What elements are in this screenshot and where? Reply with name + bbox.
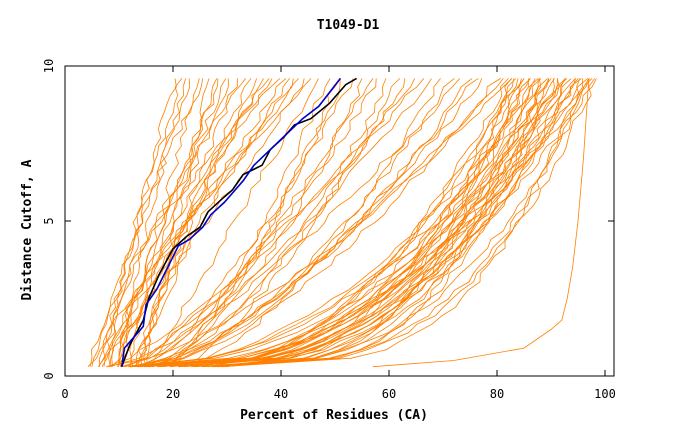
bundle-curve [203, 78, 590, 368]
bundle-curve [120, 78, 377, 368]
bundle-curve [107, 78, 177, 367]
highlight-curves [120, 77, 357, 367]
bundle-curve [148, 78, 406, 368]
bundle-curve [178, 78, 555, 368]
bundle-curve [120, 78, 572, 368]
chart-title: T1049-D1 [317, 18, 380, 33]
x-axis-label: Percent of Residues (CA) [240, 408, 428, 423]
bundle-curve [101, 78, 312, 367]
bundle-curve [191, 78, 589, 368]
bundle-curve [116, 78, 218, 367]
bundle-curve [106, 78, 416, 368]
bundle-curve [143, 78, 517, 368]
bundle-curve [122, 78, 425, 368]
y-axis-ticks: 0 5 10 [42, 59, 614, 380]
bundle-curve [135, 78, 294, 367]
bundle-curve [152, 78, 501, 368]
bundle-curve [169, 78, 513, 368]
x-tick-label: 40 [274, 387, 288, 401]
bundle-curve [145, 78, 473, 368]
bundle-curve [102, 78, 183, 367]
bundle-curve [131, 78, 550, 368]
bundle-curve [138, 78, 387, 368]
bundle-curve [181, 78, 401, 368]
bundle-curve [221, 78, 581, 368]
plot-frame [64, 65, 615, 377]
bundle-curve [213, 78, 576, 368]
bundle-curve [213, 78, 593, 368]
bundle-curve [191, 78, 597, 368]
bundle-curve [159, 78, 539, 368]
bundle-curve [135, 78, 363, 368]
y-tick-label: 10 [42, 59, 56, 73]
bundle-curve [109, 78, 461, 368]
bundle-curve [141, 78, 341, 368]
bundle-curve [207, 78, 515, 368]
bundle-curve [118, 78, 227, 367]
bundle-curve [137, 78, 432, 368]
curve-bundle [87, 78, 597, 368]
bundle-curve [138, 78, 290, 367]
x-tick-label: 20 [166, 387, 180, 401]
bundle-curve [179, 78, 519, 368]
bundle-curve [150, 78, 319, 367]
y-axis-label: Distance Cutoff, A [20, 159, 35, 300]
bundle-curve [89, 78, 281, 367]
bundle-curve [149, 78, 590, 368]
x-axis-ticks: 0 20 40 60 80 100 [61, 66, 616, 401]
x-tick-label: 100 [594, 387, 616, 401]
bundle-curve [91, 78, 204, 367]
bundle-curve [130, 78, 579, 368]
bundle-curve [195, 78, 582, 368]
x-tick-label: 0 [61, 387, 68, 401]
bundle-curve [99, 78, 247, 367]
bundle-curve [87, 78, 299, 367]
y-tick-label: 0 [42, 372, 56, 379]
bundle-curve [195, 78, 542, 368]
bundle-curve [124, 78, 354, 368]
bundle-curve [201, 78, 539, 368]
bundle-curve [178, 78, 441, 368]
bundle-curve [111, 78, 264, 367]
bundle-curve [144, 78, 548, 368]
bundle-curve [144, 78, 483, 368]
bundle-curve-outlier [372, 78, 590, 368]
bundle-curve [140, 78, 374, 368]
bundle-curve [139, 78, 542, 368]
bundle-curve [118, 78, 219, 367]
bundle-curve [137, 78, 568, 368]
bundle-curve [130, 78, 229, 367]
x-tick-label: 60 [382, 387, 396, 401]
bundle-curve [217, 78, 595, 368]
bundle-curve [97, 78, 305, 367]
bundle-curve [131, 78, 550, 368]
x-tick-label: 80 [490, 387, 504, 401]
series-line-blue [120, 77, 342, 367]
bundle-curve [117, 78, 187, 367]
bundle-curve [139, 78, 257, 367]
bundle-curve [211, 78, 525, 368]
bundle-curve [164, 78, 341, 368]
bundle-curve [134, 78, 536, 368]
bundle-curve [217, 78, 576, 368]
series-line-black [120, 77, 357, 367]
bundle-curve [184, 78, 566, 368]
y-tick-label: 5 [42, 217, 56, 224]
bundle-curve [137, 78, 558, 368]
